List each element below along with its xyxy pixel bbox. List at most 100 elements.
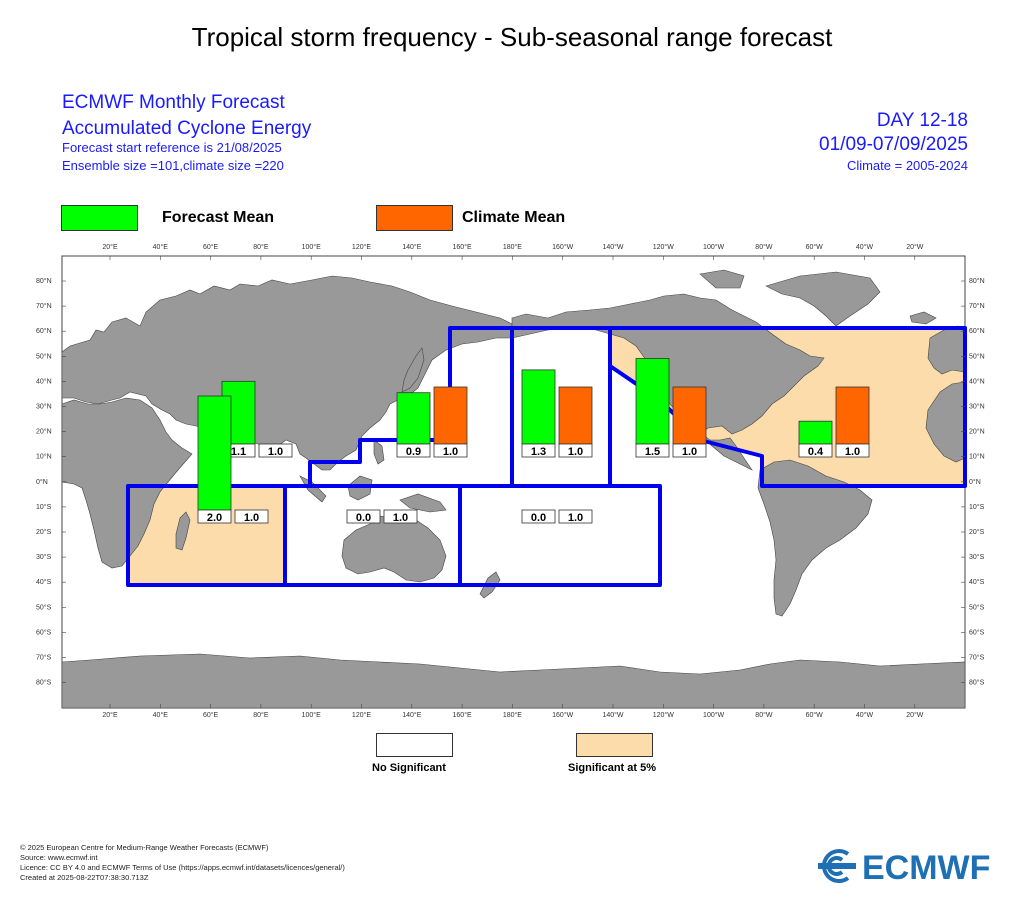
forecast-bar xyxy=(197,395,232,511)
climate-value-box xyxy=(234,509,269,524)
climate-mean-label: Climate Mean xyxy=(462,209,566,226)
axis-labels-layer: 20°E 20°E 40°E 40°E 60°E 60°E 80°E 80°E 100°E 100… xyxy=(36,243,985,719)
forecast-value-box xyxy=(396,443,431,458)
longitude-tick-label: 100°E xyxy=(302,711,321,719)
forecast-bar xyxy=(396,392,431,445)
latitude-tick-label: 30°S xyxy=(969,553,985,561)
header-ensemble-size: Ensemble size =101,climate size =220 xyxy=(62,158,284,173)
climate-value-label: 1.0 xyxy=(568,512,583,524)
forecast-mean-swatch xyxy=(61,205,138,231)
forecast-value-label: 1.1 xyxy=(231,446,246,458)
longitude-tick-label: 120°W xyxy=(653,243,674,251)
forecast-value-box xyxy=(197,509,232,524)
climate-bar xyxy=(558,386,593,445)
latitude-tick-label: 50°N xyxy=(969,352,985,360)
longitude-tick-label: 60°W xyxy=(806,711,824,719)
ecmwf-logo[interactable]: ECMWF xyxy=(812,846,1012,891)
header-climate-period: Climate = 2005-2024 xyxy=(846,158,968,173)
forecast-value-label: 0.4 xyxy=(808,446,824,458)
longitude-tick-label: 40°E xyxy=(153,243,169,251)
land-layer xyxy=(61,269,966,709)
land-arctic-islands xyxy=(699,269,745,289)
latitude-tick-label: 80°N xyxy=(36,277,52,285)
basin-bar-group: 0.0 1.0 xyxy=(346,509,418,524)
latitude-tick-label: 20°N xyxy=(969,428,985,436)
land-japan xyxy=(401,347,425,393)
land-iceland xyxy=(909,311,937,325)
longitude-tick-label: 120°E xyxy=(352,711,371,719)
longitude-tick-label: 60°E xyxy=(203,711,219,719)
latitude-tick-label: 30°N xyxy=(969,403,985,411)
forecast-value-label: 2.0 xyxy=(207,512,222,524)
no-significant-label: No Significant xyxy=(372,762,446,774)
longitude-tick-label: 60°E xyxy=(203,243,219,251)
header-variable-name: Accumulated Cyclone Energy xyxy=(62,118,312,139)
significant-label: Significant at 5% xyxy=(568,762,657,774)
longitude-tick-label: 20°W xyxy=(906,243,924,251)
latitude-tick-label: 40°N xyxy=(36,377,52,385)
header-start-reference: Forecast start reference is 21/08/2025 xyxy=(62,140,282,155)
climate-value-box xyxy=(672,443,707,458)
latitude-tick-label: 50°S xyxy=(36,603,52,611)
longitude-tick-label: 40°W xyxy=(856,243,874,251)
basin-bar-group: 2.0 1.0 xyxy=(197,395,269,524)
forecast-bar xyxy=(635,358,670,445)
latitude-tick-label: 40°N xyxy=(969,377,985,385)
latitude-tick-label: 70°S xyxy=(969,654,985,662)
longitude-tick-label: 80°W xyxy=(755,711,773,719)
longitude-tick-label: 40°E xyxy=(153,711,169,719)
land-madagascar xyxy=(175,511,191,551)
longitude-tick-label: 160°W xyxy=(552,711,573,719)
climate-mean-swatch xyxy=(376,205,453,231)
climate-value-label: 1.0 xyxy=(443,446,458,458)
latitude-tick-label: 10°S xyxy=(36,503,52,511)
latitude-tick-label: 70°S xyxy=(36,654,52,662)
land-new-guinea xyxy=(399,493,447,513)
latitude-tick-label: 0°N xyxy=(36,478,48,486)
land-greenland xyxy=(765,271,881,327)
land-antarctica xyxy=(61,653,966,709)
footer-copyright: © 2025 European Centre for Medium-Range … xyxy=(20,843,269,852)
longitude-tick-label: 180°E xyxy=(503,243,522,251)
latitude-tick-label: 50°N xyxy=(36,352,52,360)
climate-value-label: 1.0 xyxy=(268,446,283,458)
forecast-value-box xyxy=(798,443,833,458)
climate-value-label: 1.0 xyxy=(244,512,259,524)
longitude-tick-label: 160°E xyxy=(453,243,472,251)
longitude-tick-label: 60°W xyxy=(806,243,824,251)
forecast-bar xyxy=(798,420,833,445)
latitude-tick-label: 80°N xyxy=(969,277,985,285)
forecast-value-box xyxy=(521,509,556,524)
land-africa xyxy=(61,397,193,569)
basin-bar-group: 1.3 1.0 xyxy=(521,369,593,458)
ecmwf-logo-mark: ECMWF xyxy=(818,849,990,887)
climate-bar xyxy=(672,386,707,445)
longitude-tick-label: 120°E xyxy=(352,243,371,251)
latitude-tick-label: 60°N xyxy=(969,327,985,335)
forecast-value-label: 0.9 xyxy=(406,446,421,458)
latitude-tick-label: 70°N xyxy=(969,302,985,310)
longitude-tick-label: 160°W xyxy=(552,243,573,251)
land-south-america xyxy=(757,459,873,617)
forecast-value-box xyxy=(521,443,556,458)
longitude-tick-label: 140°E xyxy=(402,243,421,251)
longitude-tick-label: 80°E xyxy=(253,711,269,719)
climate-value-label: 1.0 xyxy=(393,512,408,524)
climate-value-label: 1.0 xyxy=(845,446,860,458)
longitude-tick-label: 20°E xyxy=(102,711,118,719)
forecast-value-label: 1.3 xyxy=(531,446,546,458)
latitude-tick-label: 10°S xyxy=(969,503,985,511)
latitude-tick-label: 80°S xyxy=(969,679,985,687)
latitude-tick-label: 60°N xyxy=(36,327,52,335)
ecmwf-logo-text: ECMWF xyxy=(862,849,990,886)
basin-bar-group: 0.0 1.0 xyxy=(521,509,593,524)
header-model-name: ECMWF Monthly Forecast xyxy=(62,92,285,113)
forecast-value-box xyxy=(635,443,670,458)
climate-value-box xyxy=(558,509,593,524)
latitude-tick-label: 10°N xyxy=(969,453,985,461)
longitude-tick-label: 180°E xyxy=(503,711,522,719)
forecast-value-label: 0.0 xyxy=(531,512,546,524)
basin-bar-group: 1.5 1.0 xyxy=(635,358,707,458)
forecast-value-label: 0.0 xyxy=(356,512,371,524)
